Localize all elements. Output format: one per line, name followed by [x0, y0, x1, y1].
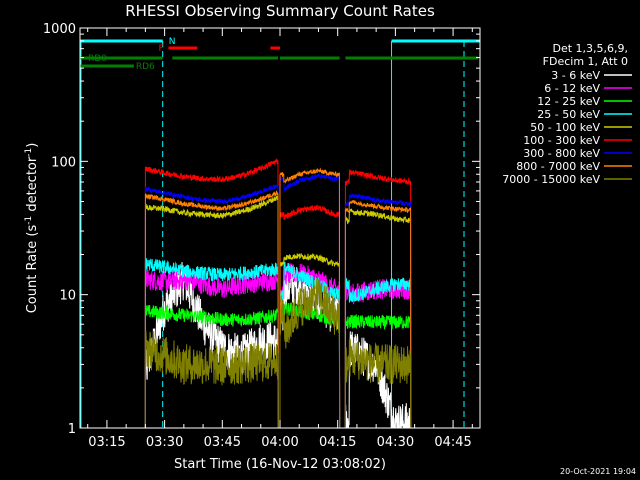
x-axis-label: Start Time (16-Nov-12 03:08:02)	[174, 457, 386, 472]
y-tick-label: 1	[68, 422, 76, 437]
night-flag-label: N	[169, 37, 176, 47]
series-line	[279, 167, 341, 429]
axis-ticks: 03:15 03:30 03:45 04:00 04:15 04:30 04:45 1 10 10…	[43, 22, 480, 450]
legend-entry-label: 50 - 100 keV	[530, 121, 600, 134]
legend: Det 1,3,5,6,9,FDecim 1, Att 03 - 6 keV6 …	[502, 42, 632, 186]
series-100-300-kev	[144, 157, 412, 429]
legend-entry-label: 300 - 800 keV	[523, 147, 600, 160]
legend-header: Det 1,3,5,6,9,	[552, 42, 628, 55]
y-tick-label: 1000	[43, 22, 76, 37]
observing-flags: NF RD0 RD6	[80, 37, 480, 428]
series-line	[144, 305, 279, 429]
series-line	[144, 269, 279, 429]
y-axis-label: Count Rate (s-1 detector-1)	[24, 143, 40, 314]
x-tick-label: 04:15	[319, 435, 356, 450]
series-800-7000-kev	[144, 167, 412, 429]
legend-header: FDecim 1, Att 0	[543, 55, 628, 68]
timestamp: 20-Oct-2021 19:04	[560, 467, 636, 476]
series-line	[344, 313, 412, 429]
series-line	[144, 190, 279, 429]
legend-entry-label: 7000 - 15000 keV	[502, 173, 600, 186]
x-tick-label: 04:45	[434, 435, 471, 450]
legend-entry-label: 25 - 50 keV	[537, 108, 600, 121]
legend-entry-label: 12 - 25 keV	[537, 95, 600, 108]
legend-entry-label: 3 - 6 keV	[551, 69, 600, 82]
chart-title: RHESSI Observing Summary Count Rates	[125, 2, 435, 20]
series-line	[344, 277, 412, 429]
x-tick-label: 03:45	[204, 435, 241, 450]
series-line	[144, 329, 279, 429]
legend-entry-label: 800 - 7000 keV	[516, 160, 600, 173]
series-group	[144, 157, 412, 429]
x-tick-label: 03:30	[146, 435, 183, 450]
series-line	[279, 172, 341, 429]
flare-flag-label: F	[158, 44, 163, 54]
legend-entry-label: 100 - 300 keV	[523, 134, 600, 147]
legend-entry-label: 6 - 12 keV	[544, 82, 600, 95]
series-line	[144, 194, 279, 429]
x-tick-label: 04:30	[377, 435, 414, 450]
x-tick-label: 03:15	[88, 435, 125, 450]
series-line	[144, 184, 279, 429]
series-line	[279, 276, 341, 429]
series-line	[279, 204, 341, 429]
series-line	[344, 169, 412, 429]
x-tick-label: 04:00	[261, 435, 298, 450]
series-line	[144, 157, 279, 429]
series-line	[144, 258, 279, 429]
series-50-100-kev	[144, 194, 412, 429]
series-line	[144, 261, 279, 429]
y-tick-label: 100	[51, 155, 76, 170]
rd0-flag-label: RD0	[88, 54, 107, 64]
series-line	[279, 252, 341, 429]
series-7000-15000-kev	[144, 276, 412, 429]
series-300-800-kev	[144, 172, 412, 429]
series-line	[344, 193, 412, 429]
rd6-flag-label: RD6	[136, 62, 155, 72]
series-line	[344, 338, 412, 429]
series-line	[344, 208, 412, 429]
series-line	[344, 200, 412, 429]
y-tick-label: 10	[59, 289, 76, 304]
